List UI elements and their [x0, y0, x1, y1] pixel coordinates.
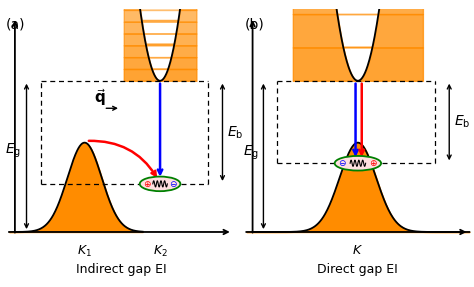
Text: Direct gap EI: Direct gap EI: [318, 263, 398, 276]
Text: $K_1$: $K_1$: [77, 244, 92, 259]
Text: $K$: $K$: [352, 244, 364, 257]
Text: $E_{\rm b}$: $E_{\rm b}$: [454, 114, 470, 130]
Ellipse shape: [140, 177, 181, 191]
Ellipse shape: [335, 156, 381, 170]
Text: (b): (b): [245, 17, 264, 31]
Text: $\ominus$: $\ominus$: [338, 158, 347, 168]
Text: $\oplus$: $\oplus$: [143, 179, 151, 189]
Text: $\oplus$: $\oplus$: [369, 158, 378, 168]
Text: $E_{\rm g}$: $E_{\rm g}$: [243, 144, 259, 162]
Text: $E_{\rm g}$: $E_{\rm g}$: [5, 142, 21, 160]
Text: $\vec{\mathbf{q}}$: $\vec{\mathbf{q}}$: [94, 87, 107, 108]
Text: $E_{\rm b}$: $E_{\rm b}$: [227, 124, 243, 141]
Text: Indirect gap EI: Indirect gap EI: [75, 263, 166, 276]
Text: $K_2$: $K_2$: [153, 244, 167, 259]
Text: (a): (a): [6, 17, 26, 31]
Text: $\ominus$: $\ominus$: [169, 179, 177, 189]
